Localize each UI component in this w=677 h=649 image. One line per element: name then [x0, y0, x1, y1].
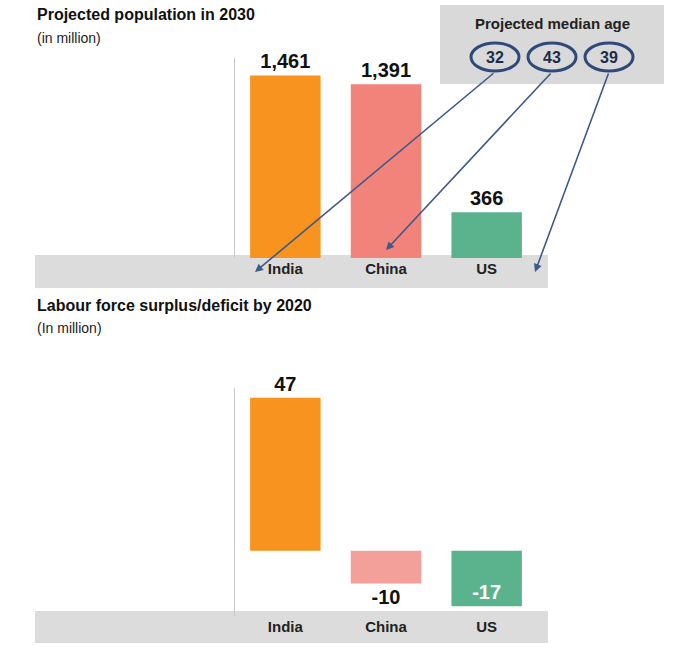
- svg-text:47: 47: [274, 373, 296, 395]
- svg-text:(in million): (in million): [37, 30, 101, 46]
- svg-text:US: US: [476, 260, 497, 277]
- svg-text:1,461: 1,461: [260, 50, 310, 72]
- svg-text:US: US: [476, 618, 497, 635]
- svg-text:32: 32: [486, 49, 504, 66]
- svg-text:-17: -17: [472, 581, 501, 603]
- svg-text:India: India: [268, 618, 304, 635]
- svg-text:-10: -10: [372, 586, 401, 608]
- svg-text:(In million): (In million): [37, 320, 102, 336]
- svg-text:Labour force surplus/deficit b: Labour force surplus/deficit by 2020: [37, 297, 312, 314]
- svg-text:Projected population in 2030: Projected population in 2030: [37, 6, 255, 23]
- svg-text:China: China: [365, 618, 407, 635]
- svg-text:China: China: [365, 260, 407, 277]
- svg-text:1,391: 1,391: [361, 59, 411, 81]
- svg-text:India: India: [268, 260, 304, 277]
- svg-text:Projected median age: Projected median age: [475, 15, 630, 32]
- svg-text:39: 39: [600, 49, 618, 66]
- svg-text:43: 43: [543, 49, 561, 66]
- svg-text:366: 366: [470, 187, 503, 209]
